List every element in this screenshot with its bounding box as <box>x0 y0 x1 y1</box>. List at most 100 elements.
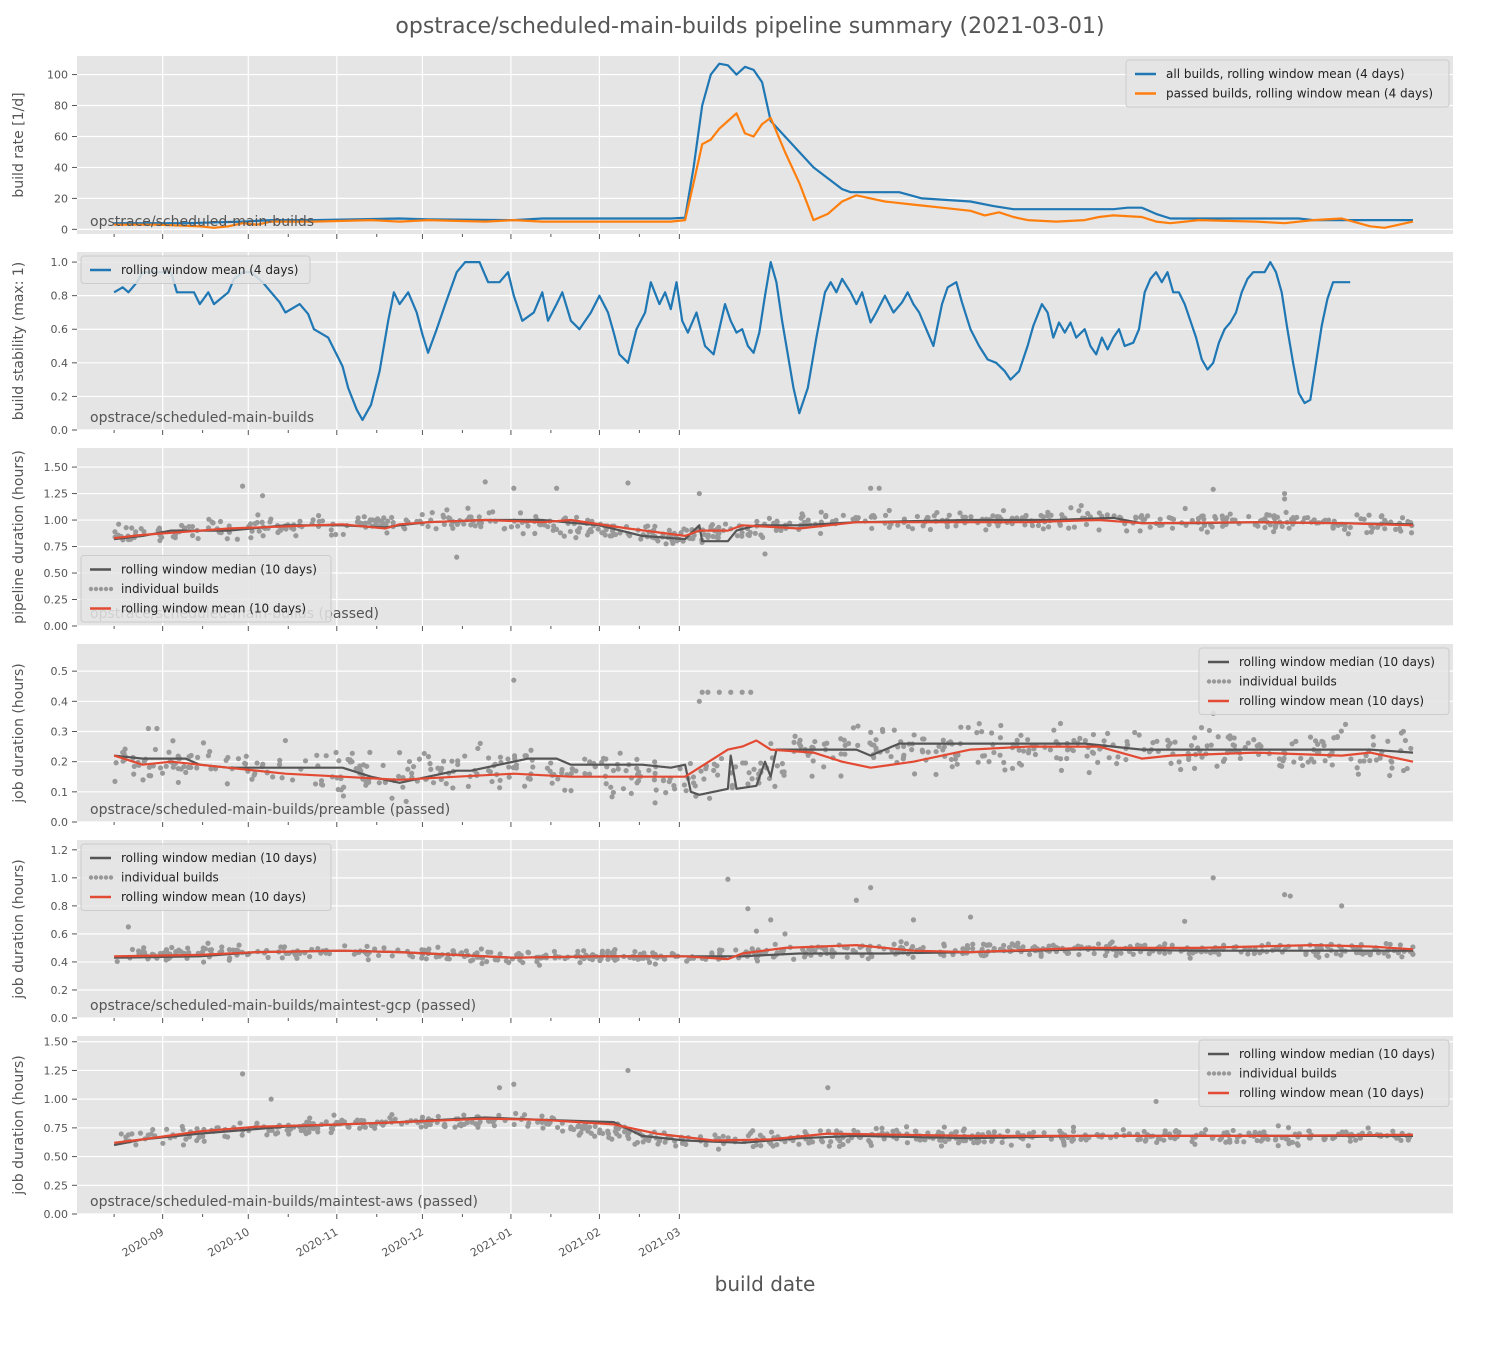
scatter-point <box>748 689 754 695</box>
scatter-point <box>934 509 940 516</box>
scatter-point <box>441 758 447 764</box>
scatter-point <box>1082 738 1088 744</box>
y-tick-label: 0.75 <box>44 1122 69 1135</box>
scatter-point <box>335 786 341 793</box>
scatter-point <box>1150 740 1156 746</box>
scatter-point <box>762 551 768 557</box>
scatter-point <box>159 770 166 776</box>
scatter-point <box>1321 1137 1327 1143</box>
scatter-point <box>983 527 989 533</box>
y-axis-label: job duration (hours) <box>11 859 27 999</box>
scatter-point <box>1096 527 1102 533</box>
scatter-point <box>1047 747 1053 753</box>
scatter-point <box>1015 1130 1021 1136</box>
scatter-point <box>1375 524 1381 530</box>
scatter-point <box>450 785 456 791</box>
scatter-point <box>1353 1137 1359 1143</box>
legend-dot-swatch <box>98 875 104 880</box>
scatter-point <box>957 510 963 516</box>
scatter-point <box>291 526 297 532</box>
y-tick-label: 0.2 <box>51 390 69 403</box>
scatter-point <box>336 758 342 764</box>
scatter-point <box>1091 950 1097 957</box>
y-tick-label: 0.25 <box>44 594 69 607</box>
scatter-point <box>681 526 687 532</box>
scatter-point <box>1135 1137 1141 1143</box>
scatter-point <box>1051 727 1057 733</box>
scatter-point <box>698 768 704 774</box>
scatter-point <box>113 760 119 766</box>
scatter-point <box>205 940 211 946</box>
scatter-point <box>850 725 856 731</box>
scatter-point <box>1198 526 1205 532</box>
scatter-point <box>1090 750 1097 756</box>
scatter-point <box>242 761 249 767</box>
scatter-point <box>533 513 539 520</box>
scatter-point <box>1254 1137 1260 1144</box>
scatter-point <box>604 950 611 956</box>
scatter-point <box>1198 725 1205 731</box>
scatter-point <box>933 748 939 755</box>
scatter-point <box>628 790 634 797</box>
scatter-point <box>1280 758 1286 764</box>
scatter-point <box>355 515 361 521</box>
scatter-point <box>1345 531 1351 537</box>
scatter-point <box>1227 733 1233 739</box>
scatter-point <box>1070 1128 1077 1135</box>
scatter-point <box>718 755 725 762</box>
scatter-point <box>1408 530 1415 536</box>
scatter-point <box>997 752 1003 758</box>
y-axis-label: build stability (max: 1) <box>11 262 27 421</box>
y-tick-label: 0.0 <box>51 424 69 437</box>
scatter-point <box>842 751 848 757</box>
panel-5: 0.0 0.2 0.4 0.6 0.8 1.0 1.2 job duration (hours… <box>11 840 1453 1025</box>
legend-dot-swatch <box>1216 679 1222 684</box>
scatter-point <box>1170 516 1177 522</box>
scatter-point <box>1157 516 1163 522</box>
scatter-point <box>595 526 601 532</box>
scatter-point <box>974 1140 981 1146</box>
scatter-point <box>599 950 605 957</box>
y-tick-label: 0.25 <box>44 1179 69 1192</box>
scatter-point <box>796 1141 802 1147</box>
scatter-point <box>754 518 760 525</box>
scatter-point <box>525 949 531 955</box>
scatter-point <box>1367 952 1373 958</box>
scatter-point <box>855 723 861 729</box>
x-tick-label: 2020-12 <box>380 1225 426 1259</box>
scatter-point <box>1215 734 1221 740</box>
scatter-point <box>961 1126 967 1132</box>
scatter-point <box>409 954 416 960</box>
scatter-point <box>536 962 543 968</box>
scatter-point <box>840 1141 846 1148</box>
scatter-point <box>873 745 879 751</box>
y-tick-label: 0.6 <box>51 323 69 336</box>
scatter-point <box>626 1135 632 1142</box>
scatter-point <box>403 798 409 804</box>
series-line-2 <box>113 1117 1414 1144</box>
scatter-point <box>251 772 257 778</box>
scatter-point <box>448 522 455 528</box>
scatter-point <box>778 527 784 533</box>
scatter-point <box>940 747 946 753</box>
scatter-point <box>170 738 176 744</box>
scatter-point <box>610 767 617 774</box>
scatter-point <box>503 958 509 964</box>
scatter-point <box>333 531 339 538</box>
scatter-point <box>1095 759 1101 765</box>
scatter-point <box>745 1133 751 1139</box>
scatter-point <box>1222 756 1228 762</box>
y-tick-label: 0.50 <box>44 1151 69 1164</box>
y-tick-label: 0.8 <box>51 290 69 303</box>
scatter-point <box>517 510 524 516</box>
scatter-point <box>1363 753 1369 759</box>
scatter-point <box>1387 941 1393 947</box>
scatter-point <box>600 1130 606 1137</box>
legend-dot-swatch <box>93 875 99 880</box>
scatter-point <box>1035 522 1042 529</box>
y-axis-label: pipeline duration (hours) <box>11 450 27 624</box>
legend-dot-swatch <box>1206 679 1212 684</box>
scatter-point <box>625 480 631 486</box>
scatter-point <box>525 1123 531 1129</box>
scatter-point <box>983 952 989 958</box>
